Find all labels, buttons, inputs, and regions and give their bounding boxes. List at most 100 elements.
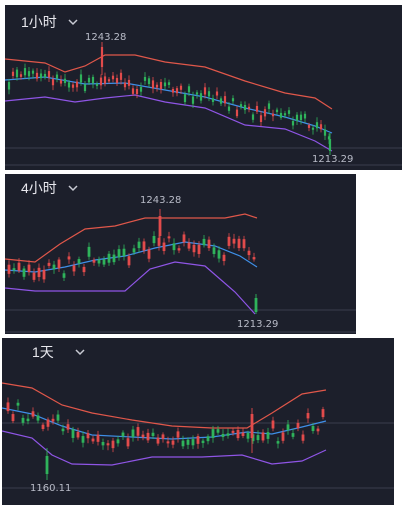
candle: [176, 427, 180, 443]
candle: [157, 235, 161, 251]
candle: [146, 428, 150, 444]
candle-extreme: [328, 133, 332, 155]
candle: [116, 435, 120, 447]
candle: [311, 124, 315, 135]
candle: [107, 77, 111, 84]
candle: [151, 428, 155, 440]
candle: [231, 95, 235, 105]
candle: [42, 265, 46, 283]
candle: [311, 423, 315, 434]
candle: [31, 407, 35, 419]
candlestick-chart-1h[interactable]: [5, 5, 402, 170]
candle: [192, 240, 196, 257]
candle: [66, 419, 70, 433]
candle: [271, 416, 275, 432]
candle: [115, 74, 119, 87]
candle: [203, 83, 207, 99]
middle-band-line: [2, 407, 327, 440]
period-selector-1d[interactable]: 1天: [32, 342, 86, 362]
candle: [172, 238, 176, 255]
candle: [267, 100, 271, 114]
candle: [187, 83, 191, 97]
candle: [96, 430, 100, 446]
lower-band-line: [5, 94, 333, 152]
candle: [295, 112, 299, 126]
candle: [31, 68, 35, 79]
candle: [123, 78, 127, 91]
chart-panel-1d: 1天 1160.11: [2, 338, 394, 505]
candle: [76, 427, 80, 440]
candle: [51, 414, 55, 425]
candle: [97, 256, 101, 267]
candle: [247, 103, 251, 113]
candle: [261, 429, 265, 443]
candle: [182, 231, 186, 247]
candle: [191, 91, 195, 109]
candle: [279, 108, 283, 120]
candle: [167, 231, 171, 243]
candle: [252, 252, 256, 262]
candle-extreme: [250, 408, 254, 453]
candle: [163, 77, 167, 90]
candle: [15, 67, 19, 81]
upper-band-line: [5, 213, 258, 263]
candle: [303, 111, 307, 123]
candle: [81, 431, 85, 448]
candle: [57, 257, 61, 272]
lower-band-line: [2, 430, 327, 466]
candlestick-chart-1d[interactable]: [2, 338, 394, 505]
candle: [102, 256, 106, 268]
candle: [286, 419, 290, 435]
candle: [291, 428, 295, 440]
middle-band-line: [5, 241, 258, 273]
candle: [151, 77, 155, 94]
candle: [87, 74, 91, 86]
candle: [131, 425, 135, 442]
candle: [201, 438, 205, 448]
candle: [296, 419, 300, 432]
candle: [41, 422, 45, 432]
candle: [263, 106, 267, 121]
candle: [255, 101, 259, 115]
candle: [159, 78, 163, 94]
candle: [79, 69, 83, 86]
candle: [59, 75, 63, 87]
chevron-down-icon: [75, 349, 85, 356]
candle: [136, 423, 140, 441]
candle: [103, 72, 107, 87]
candle: [271, 109, 275, 122]
candle: [143, 72, 147, 85]
candle: [307, 122, 311, 132]
candle: [183, 91, 187, 105]
candle: [195, 90, 199, 99]
candle: [111, 72, 115, 83]
candle: [23, 63, 27, 79]
candle: [152, 231, 156, 247]
candle: [101, 438, 105, 450]
candle: [221, 429, 225, 441]
candle: [236, 426, 240, 441]
candle: [281, 428, 285, 444]
period-label-1h: 1小时: [21, 14, 57, 30]
period-selector-4h[interactable]: 4小时: [21, 178, 79, 198]
low-price-label-1h: 1213.29: [312, 154, 354, 165]
candle: [217, 246, 221, 263]
candle: [87, 242, 91, 260]
candlestick-chart-4h[interactable]: [5, 174, 356, 334]
candle: [27, 66, 31, 81]
candle: [202, 234, 206, 248]
candle: [259, 110, 263, 127]
candle: [301, 430, 305, 444]
low-price-label-4h: 1213.29: [237, 319, 279, 330]
candle: [6, 397, 10, 414]
candle: [7, 78, 11, 95]
candle: [191, 435, 195, 450]
period-selector-1h[interactable]: 1小时: [21, 12, 79, 32]
candle: [137, 237, 141, 253]
candle: [12, 263, 16, 274]
candle: [71, 82, 75, 92]
candle: [91, 74, 95, 89]
candle: [11, 67, 15, 79]
candle: [197, 241, 201, 258]
candle: [35, 68, 39, 82]
